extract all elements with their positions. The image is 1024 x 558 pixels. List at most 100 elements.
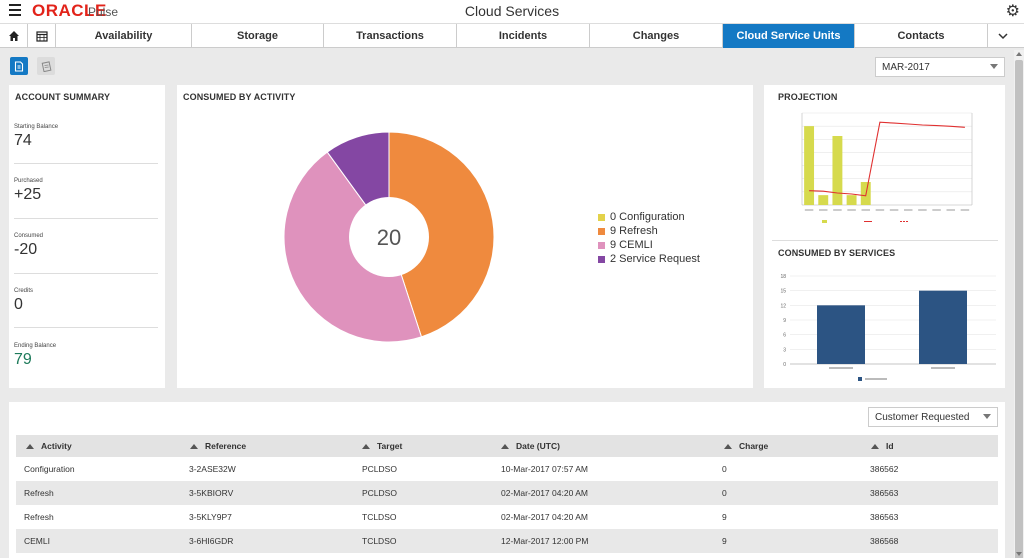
summary-value: 0 (14, 296, 23, 313)
legend-swatch (598, 241, 605, 249)
cell-activity: Refresh (24, 512, 54, 522)
column-header-label: Charge (739, 441, 769, 451)
period-select[interactable]: MAR-2017 (875, 57, 1005, 77)
cell-charge: 0 (722, 488, 727, 498)
legend-swatch (598, 255, 605, 263)
app-title: Cloud Services (464, 3, 560, 19)
tab-contacts[interactable]: Contacts (855, 24, 988, 48)
sort-up-icon (724, 443, 732, 449)
projection-x-tick-label (960, 209, 970, 211)
summary-consumed: Consumed -20 (14, 233, 158, 274)
cell-activity: Refresh (24, 488, 54, 498)
tab-incidents[interactable]: Incidents (457, 24, 590, 48)
summary-label: Consumed (14, 233, 44, 239)
scrollbar-thumb[interactable] (1015, 60, 1023, 558)
cell-target: PCLDSO (362, 488, 397, 498)
tab-transactions[interactable]: Transactions (324, 24, 457, 48)
cell-charge: 0 (722, 464, 727, 474)
projection-bar (804, 126, 815, 205)
export-document-button[interactable] (10, 57, 28, 75)
sort-up-icon (501, 443, 509, 449)
column-header-label: Date (UTC) (516, 441, 560, 451)
cell-date: 10-Mar-2017 07:57 AM (501, 464, 588, 474)
document-icon (14, 60, 24, 72)
summary-starting-balance: Starting Balance 74 (14, 124, 158, 164)
services-bar (817, 305, 865, 364)
projection-title: PROJECTION (778, 92, 838, 102)
tabs-more-button[interactable] (988, 24, 1018, 48)
services-y-tick-label: 12 (780, 303, 786, 309)
scroll-down-icon[interactable] (1016, 552, 1022, 556)
projection-x-tick-label (819, 209, 828, 211)
legend-item[interactable]: 2 Service Request (598, 252, 700, 266)
services-x-tick-label (931, 367, 955, 369)
services-y-tick-label: 18 (780, 274, 786, 280)
column-header-charge[interactable]: Charge (724, 435, 768, 457)
cell-date: 02-Mar-2017 04:20 AM (501, 512, 588, 522)
legend-label: 2 Service Request (610, 253, 700, 265)
projection-x-tick-label (861, 209, 870, 211)
sort-up-icon (26, 443, 34, 449)
account-summary-title: ACCOUNT SUMMARY (15, 92, 111, 102)
legend-swatch (598, 227, 605, 235)
sort-up-icon (362, 443, 370, 449)
services-legend-swatch (858, 377, 862, 381)
projection-x-tick-label (889, 209, 899, 211)
legend-item[interactable]: 0 Configuration (598, 210, 700, 224)
cell-id: 386563 (870, 512, 899, 522)
caret-down-icon (983, 414, 991, 419)
top-bar: ORACLE Pulse Cloud Services ⚙ (0, 0, 1024, 24)
column-header-id[interactable]: Id (871, 435, 894, 457)
home-tab[interactable] (0, 24, 28, 48)
legend-label: 9 CEMLI (610, 239, 653, 251)
calendar-tab[interactable] (28, 24, 56, 48)
column-header-target[interactable]: Target (362, 435, 402, 457)
projection-chart (801, 112, 973, 223)
cell-target: TCLDSO (362, 512, 397, 522)
notes-icon (41, 60, 51, 72)
table-header: Activity Reference Target Date (UTC) Cha… (16, 435, 998, 457)
print-button[interactable] (37, 57, 55, 75)
cell-activity: CEMLI (24, 536, 50, 546)
sort-up-icon (190, 443, 198, 449)
request-type-value: Customer Requested (875, 412, 970, 423)
legend-swatch (598, 213, 605, 221)
projection-x-tick-label (804, 209, 814, 211)
legend-item[interactable]: 9 CEMLI (598, 238, 700, 252)
request-type-select[interactable]: Customer Requested (868, 407, 998, 427)
hamburger-menu-icon[interactable] (9, 4, 21, 16)
cell-activity: Configuration (24, 464, 75, 474)
chevron-down-icon (998, 33, 1008, 40)
column-header-activity[interactable]: Activity (26, 435, 72, 457)
cell-reference: 3-6HI6GDR (189, 536, 234, 546)
table-row[interactable]: Refresh 3-5KLY9P7 TCLDSO 02-Mar-2017 04:… (16, 505, 998, 529)
projection-balance-line (809, 121, 965, 197)
projection-x-tick-label (847, 209, 856, 211)
table-row[interactable]: Refresh 3-5KBIORV PCLDSO 02-Mar-2017 04:… (16, 481, 998, 505)
cell-date: 12-Mar-2017 12:00 PM (501, 536, 589, 546)
tab-cloud-service-units[interactable]: Cloud Service Units (723, 24, 855, 48)
table-row[interactable]: CEMLI 3-6HI6GDR TCLDSO 12-Mar-2017 12:00… (16, 529, 998, 553)
column-header-date[interactable]: Date (UTC) (501, 435, 560, 457)
home-icon (8, 31, 19, 41)
tab-bar: Availability Storage Transactions Incide… (0, 24, 1024, 48)
projection-bar (818, 195, 829, 205)
page-scrollbar[interactable] (1014, 50, 1024, 558)
tab-changes[interactable]: Changes (590, 24, 723, 48)
cell-charge: 9 (722, 512, 727, 522)
tab-storage[interactable]: Storage (192, 24, 324, 48)
summary-label: Credits (14, 288, 34, 294)
legend-item[interactable]: 9 Refresh (598, 224, 700, 238)
column-header-reference[interactable]: Reference (190, 435, 246, 457)
table-row[interactable]: Configuration 3-2ASE32W PCLDSO 10-Mar-20… (16, 457, 998, 481)
scroll-up-icon[interactable] (1016, 52, 1022, 56)
cell-target: TCLDSO (362, 536, 397, 546)
summary-value: 74 (14, 132, 32, 149)
gear-icon[interactable]: ⚙ (1005, 3, 1020, 20)
summary-value: -20 (14, 241, 38, 258)
panel-divider (772, 240, 998, 241)
cell-charge: 9 (722, 536, 727, 546)
tab-availability[interactable]: Availability (56, 24, 192, 48)
activity-legend: 0 Configuration 9 Refresh 9 CEMLI 2 Serv… (598, 210, 700, 266)
summary-label: Ending Balance (14, 343, 57, 349)
